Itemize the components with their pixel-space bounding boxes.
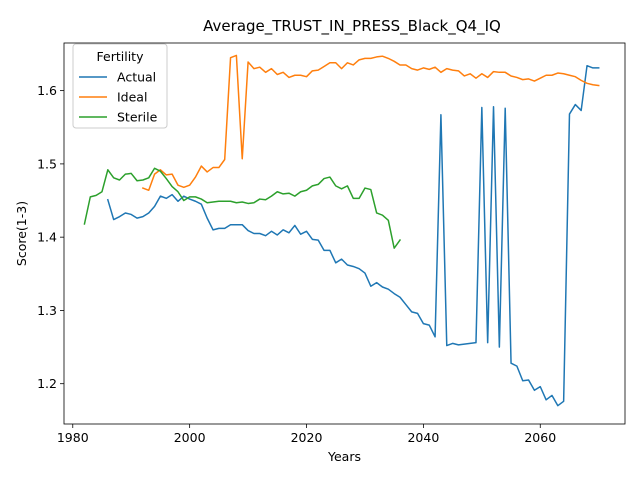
legend-title: Fertility [97, 49, 145, 64]
x-axis-ticks: 1980 2000 2020 2040 2060 [57, 424, 556, 445]
y-tick-label: 1.4 [37, 230, 57, 245]
series-layer [83, 54, 600, 407]
legend-items: Actual Ideal Sterile [79, 70, 158, 125]
y-tick-label: 1.2 [37, 376, 57, 391]
y-axis-label: Score(1-3) [14, 201, 29, 266]
x-tick-label: 2000 [174, 430, 206, 445]
x-axis-label: Years [327, 449, 361, 464]
legend-label-actual: Actual [117, 70, 156, 85]
y-tick-label: 1.5 [37, 156, 57, 171]
legend-box [72, 43, 168, 129]
y-tick-label: 1.3 [37, 303, 57, 318]
chart-title: Average_TRUST_IN_PRESS_Black_Q4_IQ [203, 17, 501, 36]
legend-label-ideal: Ideal [117, 90, 147, 105]
y-tick-label: 1.6 [37, 83, 57, 98]
plot-frame [63, 42, 626, 425]
y-axis-ticks: 1.2 1.3 1.4 1.5 1.6 [37, 83, 64, 391]
x-tick-label: 1980 [57, 430, 89, 445]
series-line-ideal [141, 54, 600, 192]
legend-label-sterile: Sterile [117, 110, 158, 125]
x-tick-label: 2020 [291, 430, 323, 445]
series-line-actual [106, 64, 600, 407]
x-tick-label: 2060 [524, 430, 556, 445]
legend: Fertility Actual Ideal Sterile [72, 43, 168, 129]
series-line-sterile [83, 167, 402, 249]
x-tick-label: 2040 [407, 430, 439, 445]
